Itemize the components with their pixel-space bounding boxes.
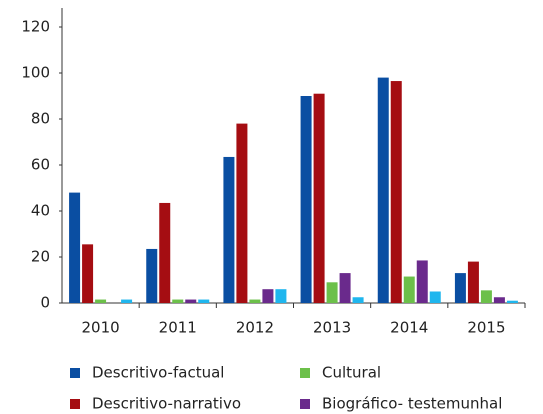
bar	[403, 276, 415, 303]
y-tick-label: 40	[31, 202, 50, 220]
bar	[236, 123, 248, 303]
bar	[454, 273, 466, 303]
x-tick-label: 2015	[467, 319, 505, 337]
legend-label: Descritivo-factual	[92, 364, 224, 382]
bar	[467, 261, 479, 303]
bar	[506, 300, 518, 303]
bar	[198, 299, 210, 303]
bar	[275, 289, 287, 303]
y-tick-label: 80	[31, 110, 50, 128]
bar	[159, 202, 171, 303]
bar	[480, 290, 492, 303]
bar	[82, 244, 94, 303]
legend-swatch	[300, 368, 310, 378]
legend-swatch	[70, 368, 80, 378]
x-tick-label: 2010	[81, 319, 119, 337]
bar	[429, 291, 441, 303]
bar	[172, 299, 184, 303]
bar	[146, 248, 158, 303]
x-tick-label: 2014	[390, 319, 428, 337]
bar	[326, 282, 338, 303]
bar	[249, 299, 261, 303]
legend-label: Biográfico- testemunhal	[322, 395, 502, 413]
bar	[95, 299, 107, 303]
legend-swatch	[70, 399, 80, 409]
x-tick-label: 2013	[313, 319, 351, 337]
bar	[493, 297, 505, 303]
bar	[185, 299, 197, 303]
bar	[121, 299, 133, 303]
bar	[416, 260, 428, 303]
bar	[69, 192, 81, 303]
bar	[313, 93, 325, 303]
bar	[223, 156, 235, 303]
legend-label: Descritivo-narrativo	[92, 395, 241, 413]
x-tick-label: 2011	[159, 319, 197, 337]
x-tick-label: 2012	[236, 319, 274, 337]
bar	[300, 96, 312, 303]
bar	[390, 81, 402, 303]
bar	[339, 273, 351, 303]
y-tick-label: 0	[40, 294, 50, 312]
bar	[352, 297, 364, 303]
legend-swatch	[300, 399, 310, 409]
legend-label: Cultural	[322, 364, 381, 382]
bar	[262, 289, 274, 303]
y-tick-label: 100	[21, 64, 50, 82]
y-tick-label: 120	[21, 18, 50, 36]
y-tick-label: 20	[31, 248, 50, 266]
bar	[377, 77, 389, 303]
y-tick-label: 60	[31, 156, 50, 174]
